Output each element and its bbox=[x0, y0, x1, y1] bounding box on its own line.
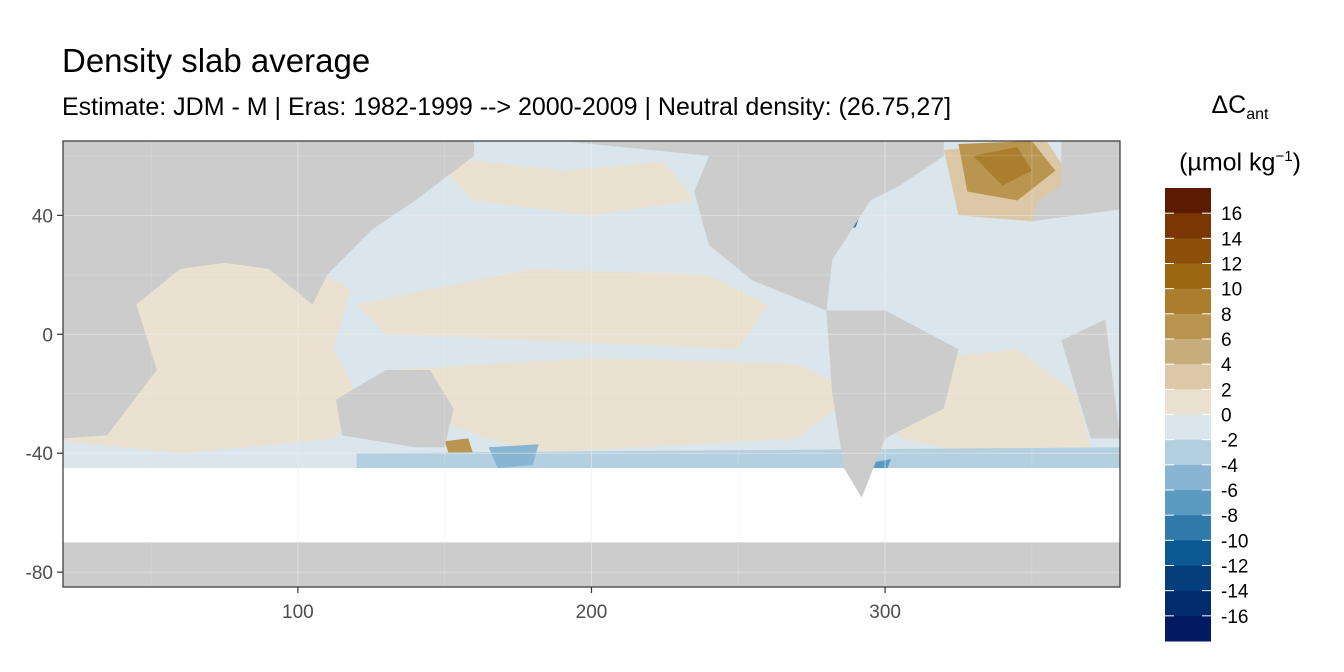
legend-label: 6 bbox=[1221, 330, 1232, 351]
legend-label: -16 bbox=[1221, 607, 1248, 628]
x-tick-label: 200 bbox=[576, 602, 608, 623]
x-tick-label: 100 bbox=[282, 602, 314, 623]
y-tick-label: -40 bbox=[26, 444, 53, 465]
legend-title-unit: (µmol kg−1) bbox=[1179, 148, 1301, 177]
field-pacific-north-subtropical bbox=[356, 268, 768, 350]
land-africa-east bbox=[1061, 319, 1120, 439]
field-southern-band bbox=[356, 447, 1121, 469]
legend-swatch bbox=[1165, 188, 1211, 214]
land-europe bbox=[1031, 141, 1120, 222]
legend-label: 14 bbox=[1221, 229, 1243, 250]
land-south-america bbox=[826, 310, 959, 498]
legend-label: -10 bbox=[1221, 531, 1248, 552]
legend-swatch bbox=[1165, 364, 1211, 390]
legend-label: 10 bbox=[1221, 280, 1242, 301]
field-pacific-subpolar bbox=[430, 155, 695, 216]
legend-swatch bbox=[1165, 389, 1211, 415]
field-southern-pocket bbox=[488, 444, 539, 469]
legend-swatch bbox=[1165, 439, 1211, 466]
legend-label: 8 bbox=[1221, 305, 1232, 326]
legend-label: 4 bbox=[1221, 355, 1232, 376]
y-tick-label: 40 bbox=[32, 206, 53, 227]
legend-swatch bbox=[1165, 263, 1211, 290]
chart-subtitle: Estimate: JDM - M | Eras: 1982-1999 --> … bbox=[62, 93, 952, 121]
legend-label: -14 bbox=[1221, 582, 1249, 603]
y-tick-label: -80 bbox=[26, 563, 53, 584]
legend-label: -2 bbox=[1221, 431, 1238, 452]
land-australia bbox=[336, 369, 454, 448]
legend-swatch bbox=[1165, 615, 1211, 642]
chart-title: Density slab average bbox=[62, 42, 371, 79]
legend-label: 0 bbox=[1221, 406, 1232, 427]
field-pacific-south-subtropical bbox=[385, 358, 856, 454]
legend-label: -6 bbox=[1221, 481, 1238, 502]
legend-label: -4 bbox=[1221, 456, 1238, 477]
legend-label: 16 bbox=[1221, 204, 1242, 225]
legend-swatch bbox=[1165, 238, 1211, 264]
legend-swatch bbox=[1165, 540, 1211, 566]
legend-swatch bbox=[1165, 515, 1211, 541]
legend-label: -12 bbox=[1221, 557, 1248, 578]
legend-title-symbol: ΔCant bbox=[1211, 91, 1269, 123]
legend-swatch bbox=[1165, 490, 1211, 516]
field-atlantic-subpolar-core bbox=[973, 146, 1032, 186]
legend-swatch bbox=[1165, 464, 1211, 491]
legend-swatch bbox=[1165, 313, 1211, 340]
legend-label: -8 bbox=[1221, 506, 1238, 527]
legend-swatch bbox=[1165, 288, 1211, 315]
legend-label: 2 bbox=[1221, 380, 1232, 401]
legend-swatch bbox=[1165, 414, 1211, 441]
y-tick-label: 0 bbox=[42, 325, 53, 346]
land-north-america bbox=[562, 141, 944, 311]
legend-title: ΔCant (µmol kg−1) bbox=[1150, 86, 1330, 185]
legend-swatch bbox=[1165, 565, 1211, 592]
legend-swatch bbox=[1165, 590, 1211, 617]
legend-swatch bbox=[1165, 213, 1211, 239]
x-tick-label: 300 bbox=[869, 602, 901, 623]
legend-swatch bbox=[1165, 339, 1211, 365]
legend-label: 12 bbox=[1221, 255, 1242, 276]
